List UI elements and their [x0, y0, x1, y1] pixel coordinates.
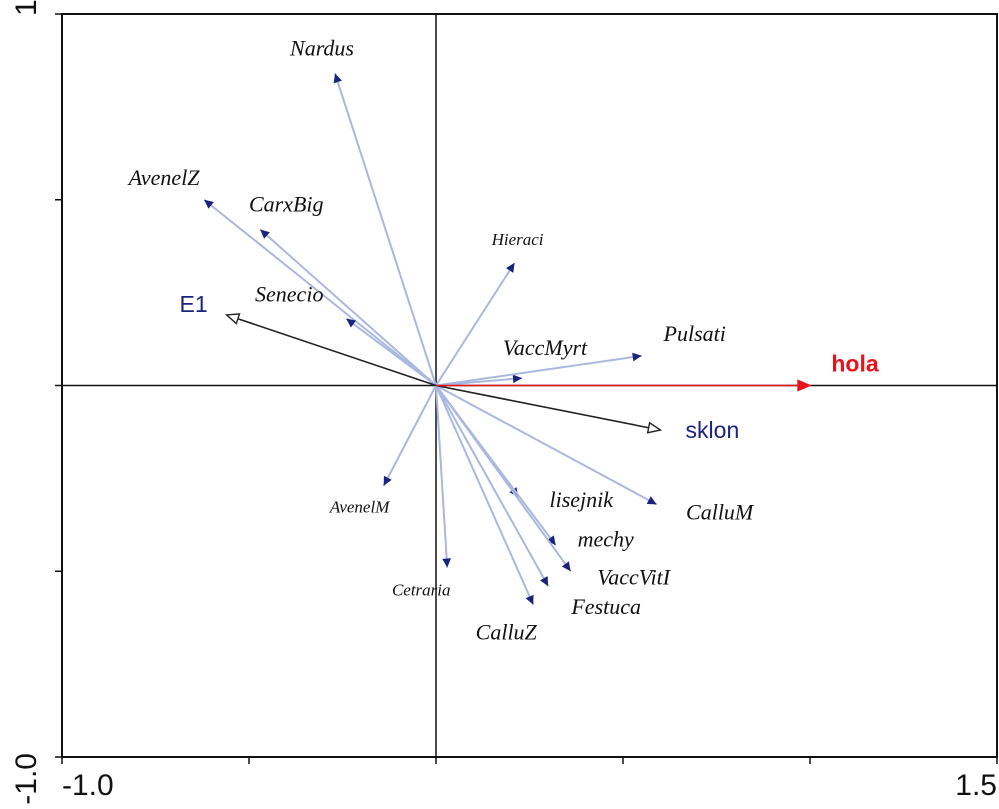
- species-arrow: [334, 73, 437, 386]
- species-arrowhead: [506, 262, 515, 273]
- species-arrowhead: [546, 535, 556, 546]
- species-arrow: [435, 384, 572, 572]
- species-label: CalluZ: [476, 620, 538, 645]
- species-label: Nardus: [289, 35, 354, 60]
- species-label: CarxBig: [249, 192, 324, 217]
- species-arrowhead: [383, 475, 392, 486]
- species-arrowhead: [525, 594, 534, 605]
- species-label: Cetraria: [392, 580, 451, 599]
- species-label: Festuca: [570, 594, 641, 619]
- x-tick-label: -1.0: [62, 769, 114, 802]
- species-arrowhead: [632, 352, 642, 362]
- species-arrow: [259, 228, 437, 387]
- species-arrowhead: [204, 199, 214, 209]
- species-arrow: [435, 385, 550, 587]
- variable-arrowhead: [797, 379, 812, 392]
- species-label: VaccMyrt: [503, 335, 588, 360]
- species-label: Hieraci: [491, 230, 544, 249]
- species-arrowhead: [442, 558, 452, 568]
- species-label: AvenelZ: [127, 165, 201, 190]
- variable-arrowhead: [646, 421, 663, 434]
- variable-label: sklon: [686, 417, 740, 443]
- variable-label: hola: [831, 351, 878, 377]
- species-label: lisejnik: [550, 487, 615, 512]
- variable-arrow: [233, 316, 437, 387]
- species-arrowhead: [561, 561, 571, 572]
- species-arrowhead: [333, 73, 342, 84]
- species-label: Pulsati: [663, 321, 726, 346]
- species-arrowhead: [346, 318, 357, 328]
- y-tick-label: 1.0: [10, 0, 43, 16]
- species-arrowhead: [260, 229, 270, 239]
- species-label: mechy: [578, 526, 634, 551]
- species-label: CalluM: [686, 499, 755, 524]
- variable-label: E1: [179, 291, 207, 317]
- species-arrowhead: [540, 576, 549, 587]
- species-label: VaccVitI: [597, 564, 672, 589]
- x-tick-label: 1.5: [955, 769, 997, 802]
- species-arrow: [345, 317, 437, 387]
- species-arrow: [382, 385, 437, 487]
- species-label: Senecio: [255, 282, 323, 307]
- species-arrow: [435, 354, 642, 387]
- y-tick-label: -1.0: [10, 753, 43, 805]
- species-arrowhead: [512, 374, 523, 384]
- species-arrow: [435, 385, 535, 606]
- variable-arrowhead: [224, 313, 241, 325]
- species-arrowhead: [646, 496, 657, 505]
- species-label: AvenelM: [329, 498, 390, 517]
- species-arrow: [435, 384, 658, 506]
- variable-arrow: [435, 384, 653, 430]
- species-arrow: [435, 262, 516, 387]
- species-arrow: [203, 198, 437, 387]
- species-arrow: [435, 385, 449, 568]
